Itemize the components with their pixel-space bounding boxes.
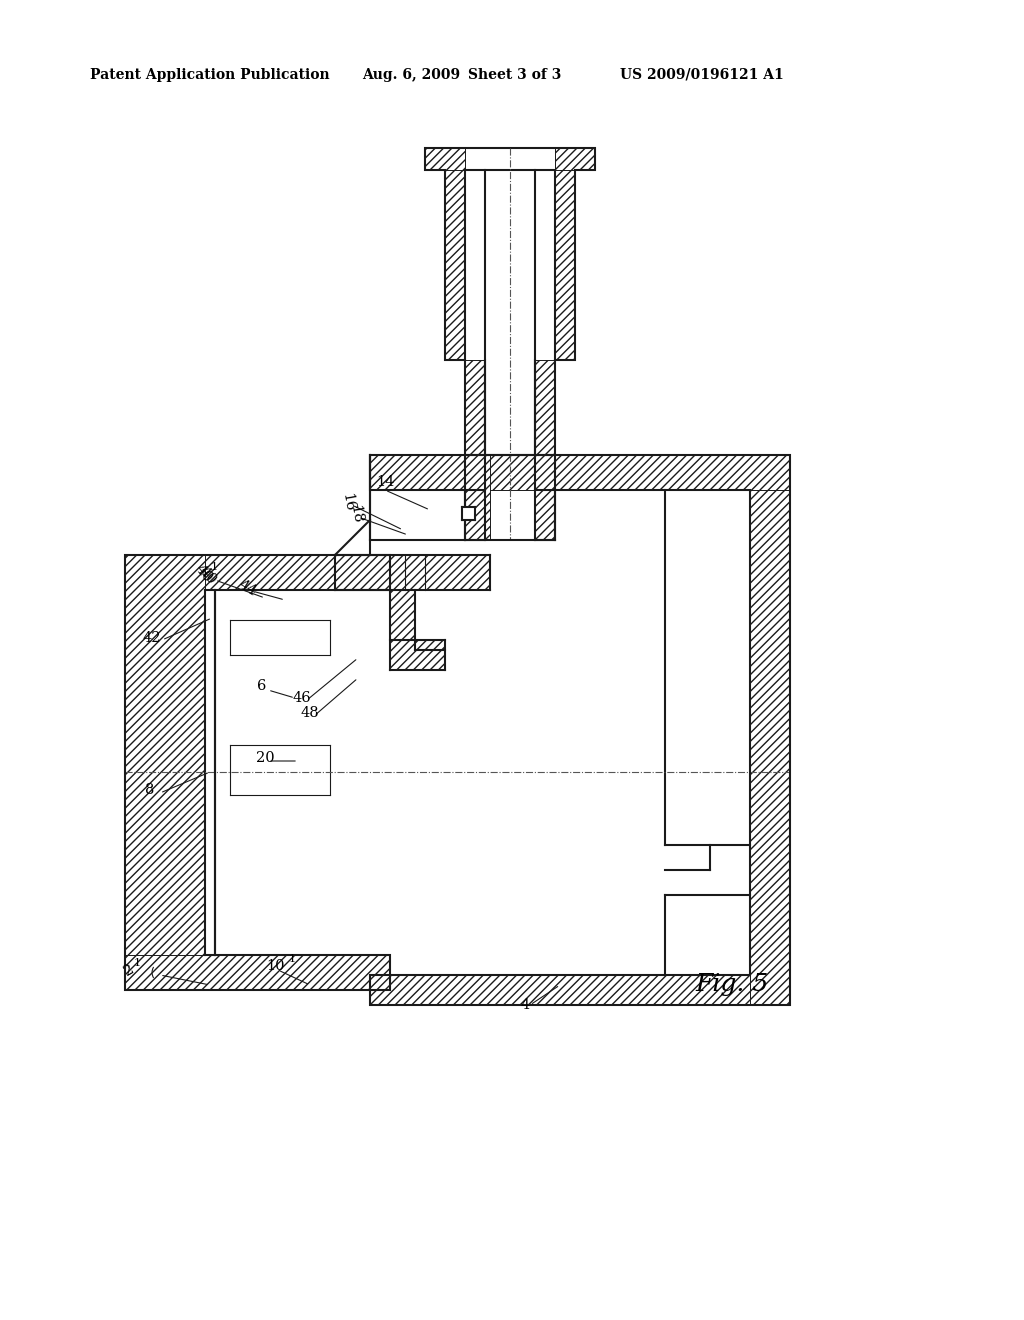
Text: US 2009/0196121 A1: US 2009/0196121 A1 (620, 69, 783, 82)
Text: 1: 1 (211, 562, 217, 572)
Text: 42: 42 (142, 631, 161, 645)
Text: 46: 46 (293, 690, 311, 705)
Polygon shape (335, 554, 490, 590)
Text: 8: 8 (145, 783, 155, 797)
Polygon shape (125, 554, 205, 960)
Text: Patent Application Publication: Patent Application Publication (90, 69, 330, 82)
Text: 1: 1 (289, 954, 296, 964)
Text: 16: 16 (340, 491, 356, 512)
Polygon shape (555, 455, 790, 490)
Polygon shape (750, 490, 790, 1005)
Text: 4: 4 (520, 998, 529, 1012)
Text: 20: 20 (256, 751, 274, 766)
Text: 44: 44 (237, 577, 259, 599)
Text: 1: 1 (133, 958, 140, 968)
Text: 2: 2 (122, 962, 136, 978)
Text: Sheet 3 of 3: Sheet 3 of 3 (468, 69, 561, 82)
Polygon shape (125, 954, 390, 990)
Polygon shape (370, 455, 465, 490)
Polygon shape (462, 507, 475, 520)
Polygon shape (465, 455, 555, 490)
Text: 14: 14 (376, 475, 394, 488)
Text: 10: 10 (266, 960, 286, 973)
Polygon shape (465, 360, 485, 540)
Text: Aug. 6, 2009: Aug. 6, 2009 (362, 69, 460, 82)
Polygon shape (555, 148, 595, 170)
Polygon shape (425, 148, 465, 170)
Text: Fig. 5: Fig. 5 (695, 974, 768, 997)
Text: 48: 48 (301, 706, 319, 719)
Polygon shape (370, 455, 490, 540)
Polygon shape (535, 360, 555, 540)
Polygon shape (390, 640, 445, 671)
Text: 40: 40 (193, 562, 215, 586)
Polygon shape (555, 148, 575, 360)
Text: 6: 6 (257, 678, 266, 693)
Text: 18: 18 (347, 504, 365, 524)
Polygon shape (390, 590, 415, 649)
Polygon shape (125, 554, 390, 590)
Polygon shape (370, 975, 750, 1005)
Polygon shape (445, 148, 465, 360)
Text: 40: 40 (197, 565, 219, 587)
